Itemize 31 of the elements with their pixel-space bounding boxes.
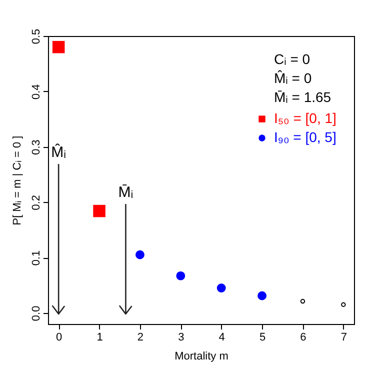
point xyxy=(52,40,65,54)
point xyxy=(216,284,226,292)
x-tick-label: 0 xyxy=(56,332,62,344)
x-tick-label: 5 xyxy=(259,332,266,344)
y-tick-label: 0.4 xyxy=(30,84,42,100)
point xyxy=(135,250,144,260)
point xyxy=(258,291,267,300)
y-tick-label: 0.3 xyxy=(30,140,42,155)
x-tick-label: 7 xyxy=(340,332,347,344)
annotation: M̂ᵢ = 0 xyxy=(274,70,312,86)
point xyxy=(341,302,346,307)
y-tick-label: 0.1 xyxy=(30,250,42,266)
ref-line-label: M̂ᵢ xyxy=(51,144,66,161)
x-axis-title: Mortality m xyxy=(174,350,228,362)
x-tick-label: 3 xyxy=(178,332,184,344)
x-tick-label: 6 xyxy=(300,332,306,344)
legend-label: I₉₀ = [0, 5] xyxy=(274,129,336,145)
ref-line-label: M̄ᵢ xyxy=(118,184,134,201)
legend-label: I₅₀ = [0, 1] xyxy=(274,110,336,126)
point xyxy=(93,204,106,218)
annotation: M̄ᵢ = 1.65 xyxy=(274,89,332,105)
y-tick-label: 0.2 xyxy=(30,195,42,210)
y-tick-label: 0.5 xyxy=(30,28,42,44)
annotation: Cᵢ = 0 xyxy=(274,51,310,67)
x-tick-label: 2 xyxy=(137,332,144,344)
y-tick-label: 0.0 xyxy=(30,306,42,322)
x-tick-label: 1 xyxy=(96,332,103,344)
point xyxy=(176,271,186,280)
point xyxy=(300,298,306,304)
x-tick-label: 4 xyxy=(218,332,225,344)
y-axis-title: P[ Mᵢ = m | Cᵢ = 0 ] xyxy=(12,136,24,226)
